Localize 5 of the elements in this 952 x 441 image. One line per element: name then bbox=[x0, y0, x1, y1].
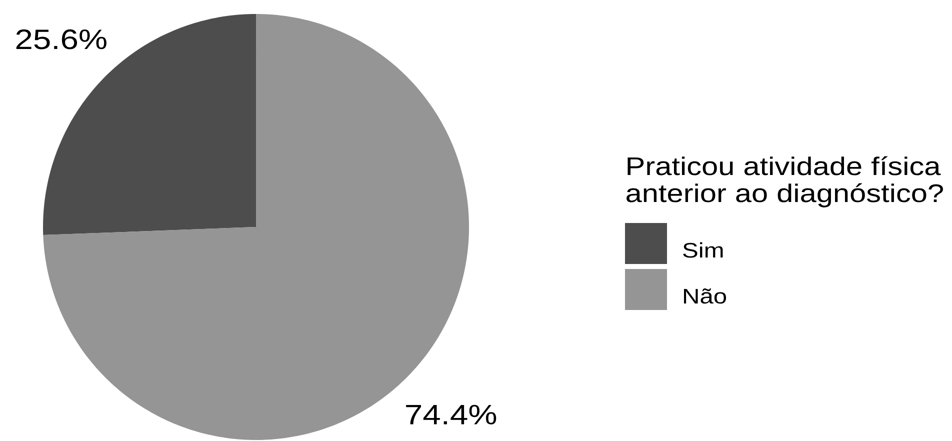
data-label: 74.4% bbox=[406, 404, 496, 424]
legend-label: Sim bbox=[683, 242, 723, 258]
legend-label: Não bbox=[684, 288, 726, 304]
legend-title: Praticou atividade física anterior ao diagnóstico? bbox=[626, 156, 943, 208]
data-label: 25.6% bbox=[16, 29, 106, 50]
